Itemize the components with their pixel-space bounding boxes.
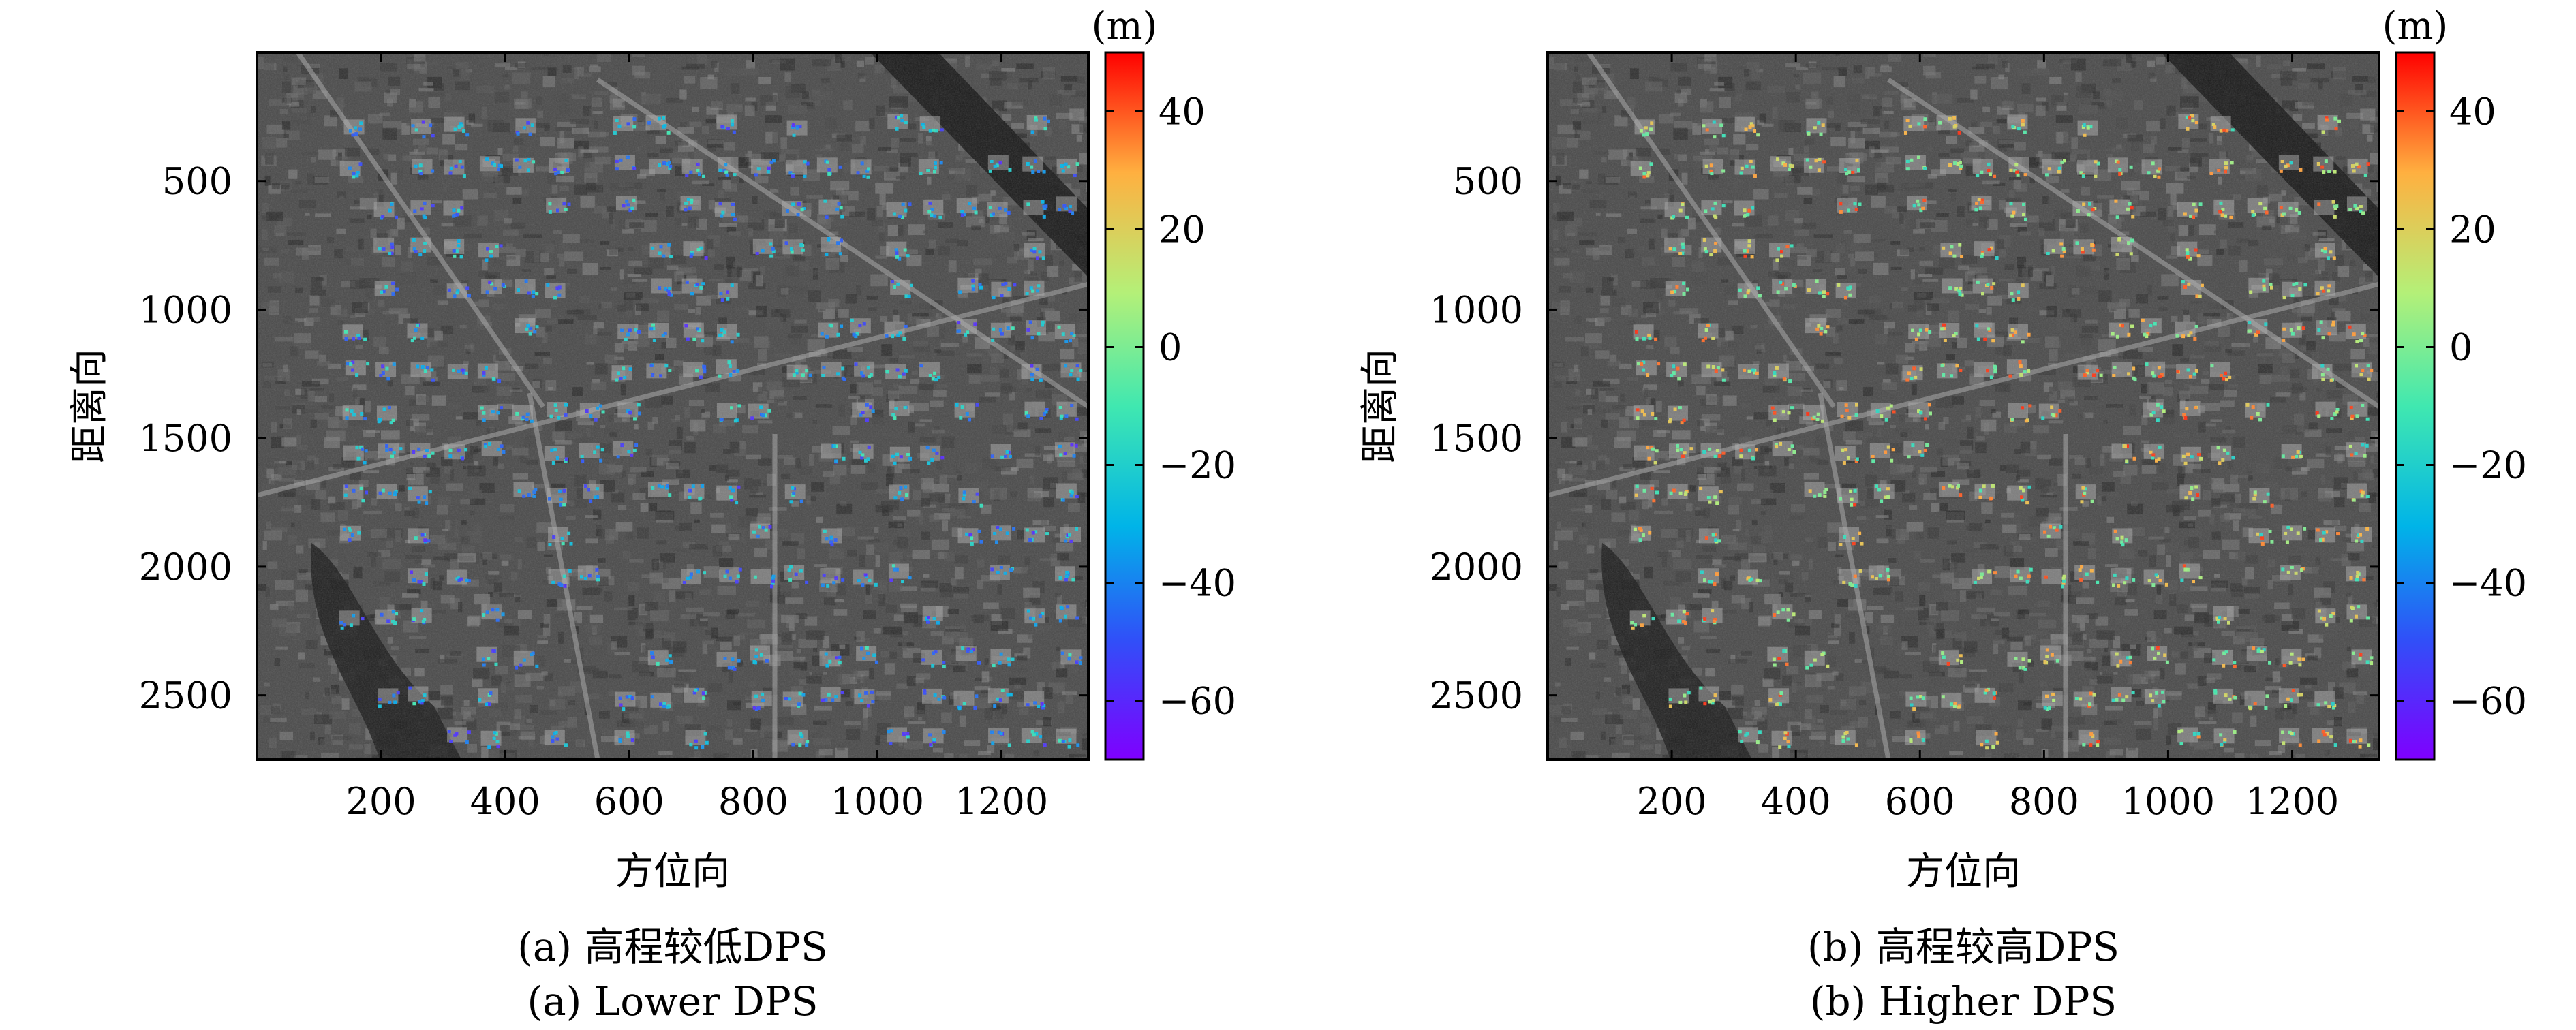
grain-overlay xyxy=(257,52,1088,760)
colorbar-gradient-a xyxy=(1104,51,1145,761)
colorbar-tick-label: 20 xyxy=(1159,208,1206,251)
speckle xyxy=(1088,322,1101,328)
y-tick-label: 1500 xyxy=(139,417,232,460)
speckle xyxy=(2378,321,2379,328)
speckle xyxy=(1088,699,1107,704)
x-tick-label: 400 xyxy=(470,780,540,823)
colorbar-tick-label: −60 xyxy=(1159,680,1236,723)
x-tick-label: 1000 xyxy=(831,780,924,823)
colorbar-tick-label: −40 xyxy=(1159,562,1236,605)
colorbar-ticks-a: 40 20 0 −20 −40 −60 xyxy=(1105,91,1236,723)
colorbar-unit-a: (m) xyxy=(1092,4,1158,48)
panel-b: 200 400 600 800 1000 1200 5001000150020002500… xyxy=(1358,4,2527,1025)
speckle xyxy=(1088,55,1102,58)
y-tick-label: 1000 xyxy=(139,288,232,331)
y-tick-label: 2000 xyxy=(139,546,232,589)
x-axis-label-a: 方位向 xyxy=(615,849,730,894)
x-axis-ticks-a: 200 400 600 800 1000 1200 xyxy=(346,52,1048,823)
y-tick-label: 500 xyxy=(162,160,232,203)
y-axis-ticks-a: 500 1000 1500 2000 2500 xyxy=(139,160,1088,717)
x-tick-label: 800 xyxy=(718,780,788,823)
colorbar-a: (m) 40 20 0 −20 −40 −60 xyxy=(1092,4,1236,761)
panel-a: 200 400 600 800 1000 1200 5001000150020002500… xyxy=(67,4,1236,1025)
sar-image-b xyxy=(1548,52,2379,760)
y-tick-label: 2500 xyxy=(139,674,232,717)
colorbar-tick-label: −20 xyxy=(1159,444,1236,487)
colorbar-tick-label: 0 xyxy=(1159,326,1182,369)
caption-cn-a: (a) 高程较低DPS xyxy=(517,924,828,970)
colorbar-tick-label: 40 xyxy=(1159,91,1206,134)
y-axis-label-a: 距离向 xyxy=(67,349,112,463)
speckle xyxy=(840,759,859,760)
x-tick-label: 1200 xyxy=(955,780,1048,823)
x-tick-label: 200 xyxy=(346,780,416,823)
speckle xyxy=(2378,54,2379,59)
speckle xyxy=(2131,759,2150,760)
sar-image-a xyxy=(257,52,1107,760)
x-tick-label: 600 xyxy=(594,780,664,823)
caption-en-a: (a) Lower DPS xyxy=(527,978,818,1025)
plot-frame-a xyxy=(256,51,1090,761)
